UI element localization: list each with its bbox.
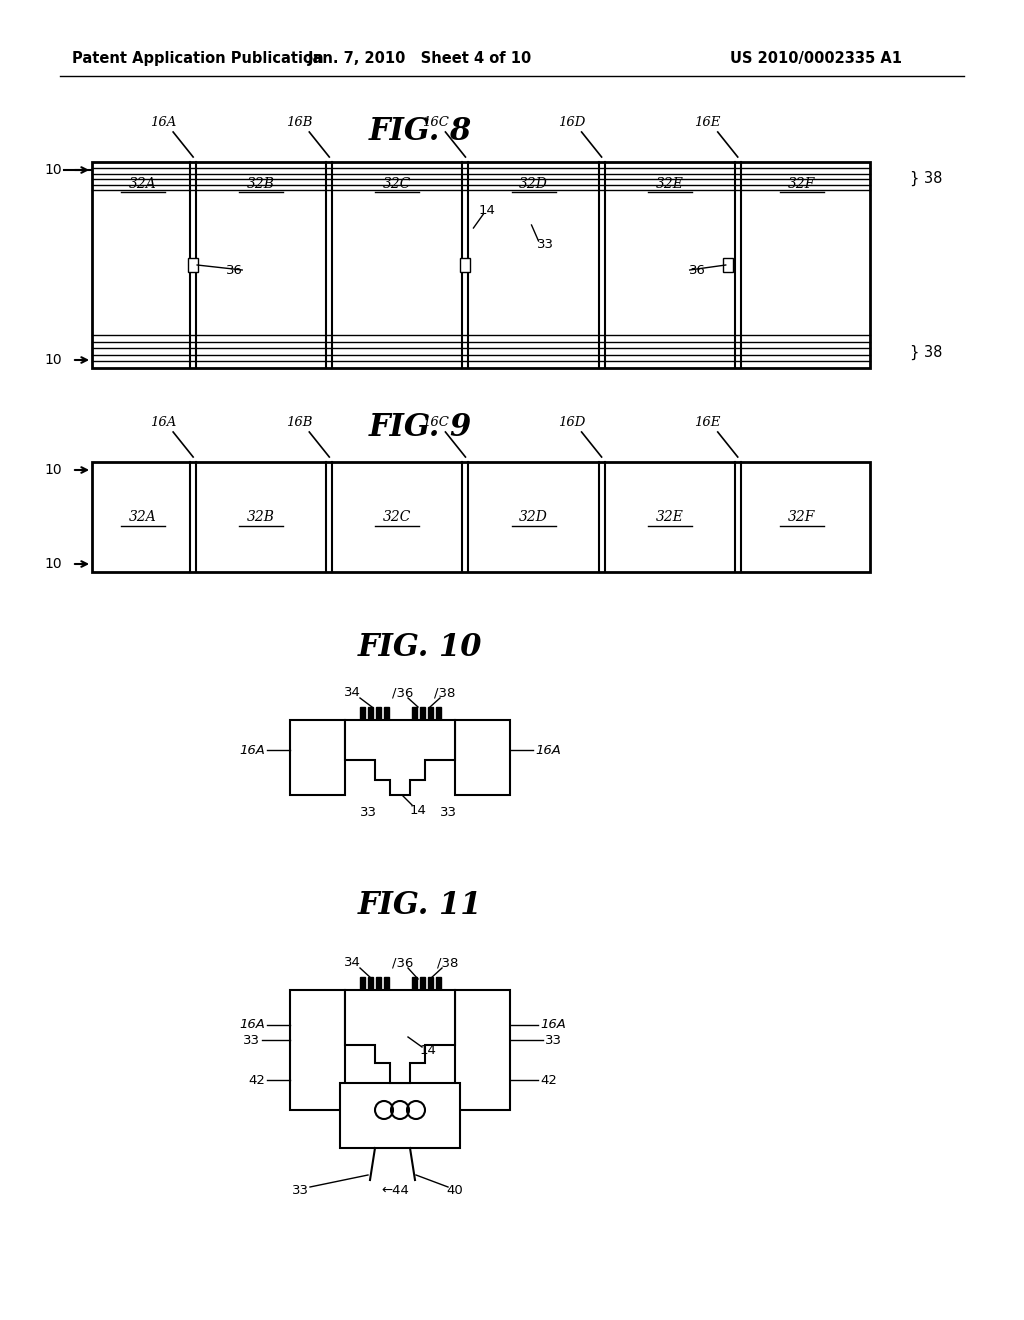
Text: 14: 14 — [410, 804, 426, 817]
Text: /36: /36 — [392, 686, 414, 700]
Bar — [420, 708, 425, 719]
Text: 33: 33 — [439, 807, 457, 820]
Text: 32B: 32B — [247, 177, 275, 191]
Text: 16A: 16A — [240, 1019, 265, 1031]
Bar — [92, 462, 870, 572]
Text: 16A: 16A — [150, 116, 176, 128]
Text: US 2010/0002335 A1: US 2010/0002335 A1 — [730, 50, 902, 66]
Bar — [92, 162, 870, 368]
Text: 32F: 32F — [788, 177, 815, 191]
Text: 16A: 16A — [540, 1019, 566, 1031]
Bar — [436, 977, 441, 990]
Bar — [723, 257, 733, 272]
Text: 16E: 16E — [694, 416, 721, 429]
Text: 10: 10 — [44, 352, 62, 367]
Bar — [290, 719, 345, 795]
Text: 32C: 32C — [383, 177, 412, 191]
Bar — [384, 708, 389, 719]
Text: 40: 40 — [446, 1184, 464, 1196]
Text: 36: 36 — [225, 264, 243, 276]
Text: Jan. 7, 2010   Sheet 4 of 10: Jan. 7, 2010 Sheet 4 of 10 — [308, 50, 532, 66]
Text: 32C: 32C — [383, 510, 412, 524]
Bar — [368, 708, 373, 719]
Text: } 38: } 38 — [910, 170, 942, 186]
Bar — [428, 977, 433, 990]
Text: 34: 34 — [344, 686, 360, 700]
Text: 34: 34 — [344, 957, 360, 969]
Bar — [360, 708, 365, 719]
Bar — [412, 977, 417, 990]
Text: FIG. 9: FIG. 9 — [369, 412, 472, 444]
Text: 10: 10 — [44, 557, 62, 572]
Text: 42: 42 — [248, 1073, 265, 1086]
Text: 33: 33 — [243, 1034, 260, 1047]
Text: 33: 33 — [292, 1184, 308, 1196]
Text: 16A: 16A — [150, 416, 176, 429]
Text: 16A: 16A — [240, 743, 265, 756]
Text: 14: 14 — [479, 203, 496, 216]
Bar — [436, 708, 441, 719]
Text: 32A: 32A — [129, 510, 157, 524]
Text: 33: 33 — [537, 239, 554, 252]
Text: 16A: 16A — [535, 743, 561, 756]
Text: 16C: 16C — [422, 116, 449, 128]
Text: 32D: 32D — [519, 510, 548, 524]
Text: 32F: 32F — [788, 510, 815, 524]
Text: 33: 33 — [359, 807, 377, 820]
Text: /38: /38 — [434, 686, 456, 700]
Polygon shape — [345, 990, 455, 1082]
Text: 16B: 16B — [286, 416, 312, 429]
Bar — [455, 719, 510, 795]
Polygon shape — [345, 719, 455, 795]
Text: FIG. 8: FIG. 8 — [369, 116, 472, 148]
Text: 16B: 16B — [286, 116, 312, 128]
Text: 16E: 16E — [694, 116, 721, 128]
Text: 16D: 16D — [558, 416, 586, 429]
Text: 42: 42 — [540, 1073, 557, 1086]
Text: FIG. 11: FIG. 11 — [357, 890, 482, 920]
Bar — [455, 990, 510, 1110]
Text: 10: 10 — [44, 463, 62, 477]
Bar — [384, 977, 389, 990]
Bar — [188, 257, 198, 272]
Text: 32A: 32A — [129, 177, 157, 191]
Bar — [340, 1082, 460, 1148]
Text: FIG. 10: FIG. 10 — [357, 632, 482, 664]
Text: 32E: 32E — [655, 510, 684, 524]
Text: 32B: 32B — [247, 510, 275, 524]
Text: ←44: ←44 — [381, 1184, 409, 1196]
Bar — [376, 977, 381, 990]
Bar — [376, 708, 381, 719]
Text: 10: 10 — [44, 162, 62, 177]
Text: } 38: } 38 — [910, 345, 942, 359]
Text: 32D: 32D — [519, 177, 548, 191]
Text: 36: 36 — [689, 264, 707, 276]
Bar — [368, 977, 373, 990]
Text: 16D: 16D — [558, 116, 586, 128]
Text: 14: 14 — [420, 1044, 436, 1057]
Text: /36: /36 — [392, 957, 414, 969]
Text: 16C: 16C — [422, 416, 449, 429]
Bar — [290, 990, 345, 1110]
Bar — [428, 708, 433, 719]
Text: 32E: 32E — [655, 177, 684, 191]
Text: /38: /38 — [437, 957, 459, 969]
Bar — [461, 257, 470, 272]
Bar — [360, 977, 365, 990]
Text: 33: 33 — [545, 1034, 562, 1047]
Bar — [420, 977, 425, 990]
Text: Patent Application Publication: Patent Application Publication — [72, 50, 324, 66]
Bar — [412, 708, 417, 719]
